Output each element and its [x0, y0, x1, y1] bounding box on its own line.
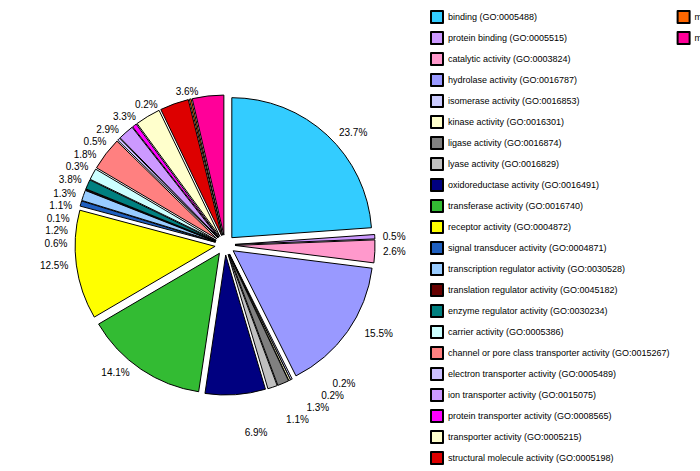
svg-text:1.3%: 1.3%: [306, 402, 329, 413]
svg-text:0.2%: 0.2%: [321, 390, 344, 401]
svg-text:structural molecule activity (: structural molecule activity (GO:0005198…: [448, 453, 614, 463]
svg-text:carrier activity (GO:0005386): carrier activity (GO:0005386): [448, 327, 564, 337]
svg-text:electron transporter activity: electron transporter activity (GO:000548…: [448, 369, 616, 379]
svg-text:lyase activity (GO:0016829): lyase activity (GO:0016829): [448, 159, 559, 169]
svg-text:14.1%: 14.1%: [101, 367, 129, 378]
svg-text:receptor activity (GO:0004872): receptor activity (GO:0004872): [448, 222, 571, 232]
svg-text:0.5%: 0.5%: [84, 136, 107, 147]
svg-text:0.5%: 0.5%: [383, 231, 406, 242]
svg-text:0.3%: 0.3%: [66, 161, 89, 172]
svg-text:protein transporter activity (: protein transporter activity (GO:0008565…: [448, 411, 612, 421]
svg-text:2.9%: 2.9%: [96, 124, 119, 135]
svg-text:23.7%: 23.7%: [339, 127, 367, 138]
svg-text:binding (GO:0005488): binding (GO:0005488): [448, 12, 537, 22]
svg-text:motor activity (GO:0003774): motor activity (GO:0003774): [695, 12, 700, 22]
svg-text:15.5%: 15.5%: [365, 328, 393, 339]
svg-text:protein binding (GO:0005515): protein binding (GO:0005515): [448, 33, 567, 43]
svg-text:0.2%: 0.2%: [333, 378, 356, 389]
svg-text:1.1%: 1.1%: [49, 200, 72, 211]
svg-text:ion transporter activity (GO:0: ion transporter activity (GO:0015075): [448, 390, 596, 400]
svg-text:0.2%: 0.2%: [135, 99, 158, 110]
svg-text:enzyme regulator activity (GO:: enzyme regulator activity (GO:0030234): [448, 306, 608, 316]
svg-text:1.3%: 1.3%: [53, 188, 76, 199]
svg-text:kinase activity (GO:0016301): kinase activity (GO:0016301): [448, 117, 564, 127]
svg-text:ligase activity (GO:0016874): ligase activity (GO:0016874): [448, 138, 562, 148]
svg-text:translation regulator activity: translation regulator activity (GO:00451…: [448, 285, 618, 295]
svg-text:1.2%: 1.2%: [45, 225, 68, 236]
svg-text:transporter activity (GO:00052: transporter activity (GO:0005215): [448, 432, 582, 442]
svg-text:molecular_function unknown (GO: molecular_function unknown (GO:0005554): [695, 33, 700, 43]
svg-text:3.3%: 3.3%: [113, 111, 136, 122]
svg-text:3.6%: 3.6%: [176, 86, 199, 97]
svg-text:catalytic activity (GO:0003824: catalytic activity (GO:0003824): [448, 54, 571, 64]
svg-text:oxidoreductase activity (GO:00: oxidoreductase activity (GO:0016491): [448, 180, 599, 190]
svg-text:signal transducer activity (GO: signal transducer activity (GO:0004871): [448, 243, 607, 253]
svg-text:12.5%: 12.5%: [40, 260, 68, 271]
svg-text:0.6%: 0.6%: [45, 238, 68, 249]
svg-text:2.6%: 2.6%: [383, 246, 406, 257]
svg-text:isomerase activity (GO:0016853: isomerase activity (GO:0016853): [448, 96, 580, 106]
svg-text:channel or pore class transpor: channel or pore class transporter activi…: [448, 348, 670, 358]
svg-text:transcription regulator activi: transcription regulator activity (GO:003…: [448, 264, 625, 274]
svg-text:6.9%: 6.9%: [245, 427, 268, 438]
svg-text:1.8%: 1.8%: [74, 149, 97, 160]
svg-text:transferase activity (GO:00167: transferase activity (GO:0016740): [448, 201, 583, 211]
svg-text:hydrolase activity (GO:0016787: hydrolase activity (GO:0016787): [448, 75, 577, 85]
svg-text:3.8%: 3.8%: [59, 174, 82, 185]
svg-text:1.1%: 1.1%: [286, 414, 309, 425]
svg-text:0.1%: 0.1%: [47, 213, 70, 224]
